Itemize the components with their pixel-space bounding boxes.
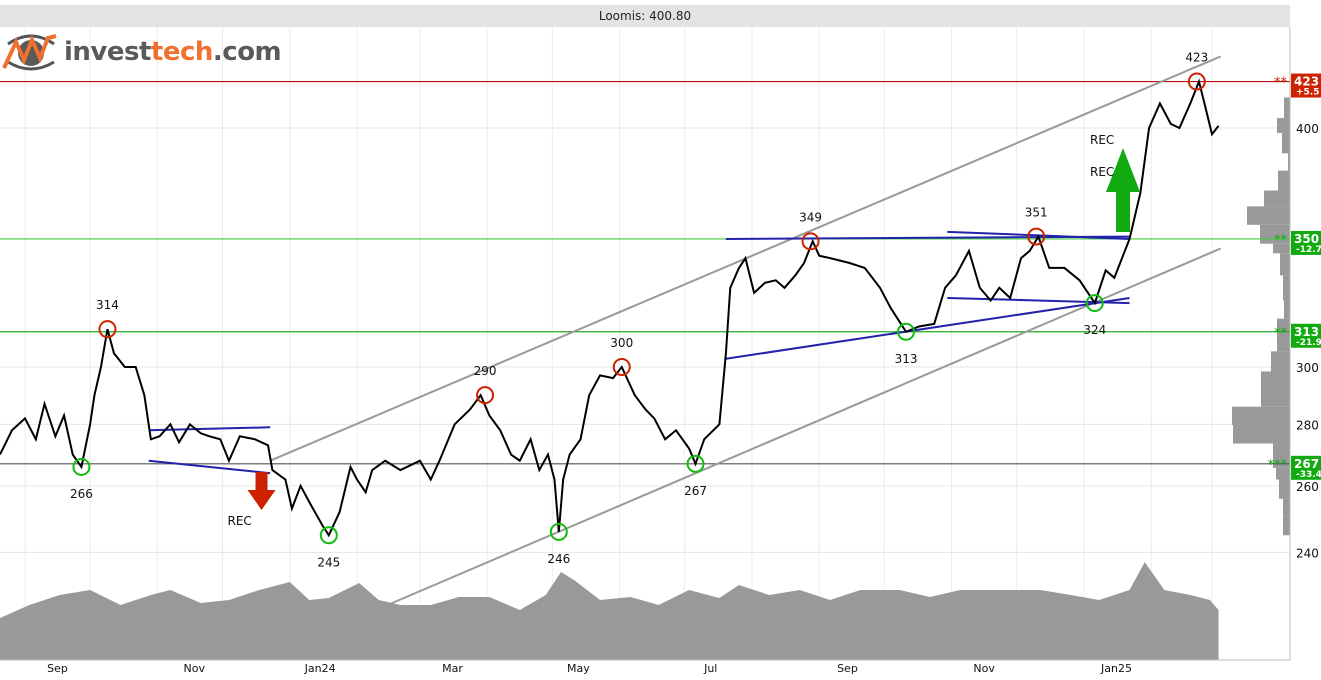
volume-profile-bar	[1283, 498, 1290, 517]
volume-profile-bar	[1232, 406, 1290, 425]
top-marker	[1187, 72, 1206, 91]
logo-icon	[2, 34, 57, 71]
y-tick-label: 280	[1296, 418, 1319, 432]
formation-line	[148, 459, 271, 475]
y-tick-label: 260	[1296, 480, 1319, 494]
top-marker	[612, 358, 631, 377]
top-label: 314	[96, 298, 119, 312]
signal-label: REC	[1090, 165, 1114, 179]
level-percent: -21.9	[1296, 338, 1321, 348]
level-badge	[1291, 73, 1321, 98]
formation-line	[947, 296, 1130, 305]
y-tick-label: 400	[1296, 122, 1319, 136]
top-marker	[98, 320, 117, 339]
level-value: 350	[1294, 232, 1319, 246]
volume-profile-bar	[1283, 516, 1290, 536]
price-line	[0, 78, 1220, 538]
trend-channel-line	[384, 247, 1222, 607]
bottom-label: 324	[1083, 323, 1106, 337]
volume-profile-bar	[1264, 190, 1290, 207]
volume-profile-bar	[1283, 275, 1290, 301]
level-badge	[1291, 230, 1321, 255]
bottom-label: 266	[70, 487, 93, 501]
level-value: 267	[1294, 457, 1319, 471]
x-tick-label: Sep	[47, 662, 68, 675]
bottom-marker	[686, 454, 705, 473]
volume-profile-bar	[1276, 467, 1290, 480]
level-percent: -33.4	[1296, 470, 1321, 480]
volume-profile-bar	[1288, 153, 1290, 171]
top-label: 349	[799, 210, 822, 224]
logo-text: investtech.com	[64, 37, 282, 67]
formation-line	[725, 296, 1130, 360]
x-tick-label: Jan24	[304, 662, 336, 675]
top-marker	[476, 386, 495, 405]
investtech-logo: investtech.com	[2, 30, 282, 74]
top-marker	[1027, 227, 1046, 246]
volume-profile-bar	[1261, 371, 1290, 407]
bottom-label: 246	[547, 552, 570, 566]
y-tick-label: 240	[1296, 546, 1319, 560]
plot-area	[0, 27, 1290, 660]
bottom-marker	[72, 457, 91, 476]
bottom-label: 267	[684, 484, 707, 498]
volume-profile-bar	[1280, 253, 1290, 276]
level-stars: **	[1274, 233, 1288, 248]
volume-profile-bar	[1279, 479, 1290, 499]
bottom-marker	[897, 322, 916, 341]
bottom-marker	[319, 526, 338, 545]
top-label: 300	[610, 336, 633, 350]
level-value: 313	[1294, 325, 1319, 339]
volume-profile-bar	[1284, 300, 1290, 319]
x-tick-label: Mar	[442, 662, 463, 675]
x-tick-label: Jul	[703, 662, 717, 675]
bottom-label: 313	[895, 352, 918, 366]
level-percent: +5.5	[1296, 88, 1319, 98]
y-tick-label: 300	[1296, 361, 1319, 375]
volume-profile-bar	[1273, 443, 1290, 468]
signal-label: REC	[1090, 133, 1114, 147]
x-tick-label: Nov	[184, 662, 206, 675]
formation-line	[148, 426, 271, 432]
top-label: 351	[1025, 206, 1048, 220]
volume-profile-bar	[1233, 424, 1290, 444]
top-marker	[801, 232, 820, 251]
volume-profile-bar	[1277, 118, 1290, 133]
level-stars: ***	[1268, 458, 1288, 473]
volume-area	[0, 562, 1219, 660]
volume-profile-bar	[1271, 351, 1290, 372]
top-label: 290	[474, 364, 497, 378]
volume-profile-bar	[1282, 132, 1290, 154]
bottom-marker	[549, 522, 568, 541]
volume-profile-bar	[1277, 318, 1290, 352]
signal-label: REC	[228, 514, 252, 528]
level-badge	[1291, 323, 1321, 348]
x-tick-label: Sep	[837, 662, 858, 675]
bottom-marker	[1085, 294, 1104, 313]
level-stars: **	[1274, 76, 1288, 91]
x-tick-label: Jan25	[1100, 662, 1132, 675]
level-percent: -12.7	[1296, 245, 1321, 255]
level-stars: **	[1274, 326, 1288, 341]
x-tick-label: Nov	[973, 662, 995, 675]
buy-signal-arrow-icon	[1106, 148, 1141, 232]
volume-profile-bar	[1284, 97, 1290, 119]
x-tick-label: May	[567, 662, 590, 675]
level-badge	[1291, 455, 1321, 480]
level-value: 423	[1294, 75, 1319, 89]
volume-profile-bar	[1247, 206, 1290, 225]
top-label: 423	[1185, 51, 1208, 65]
bottom-label: 245	[317, 555, 340, 569]
volume-profile-bar	[1273, 243, 1290, 254]
sell-signal-arrow-icon	[247, 472, 276, 510]
volume-profile-bar	[1278, 170, 1290, 191]
